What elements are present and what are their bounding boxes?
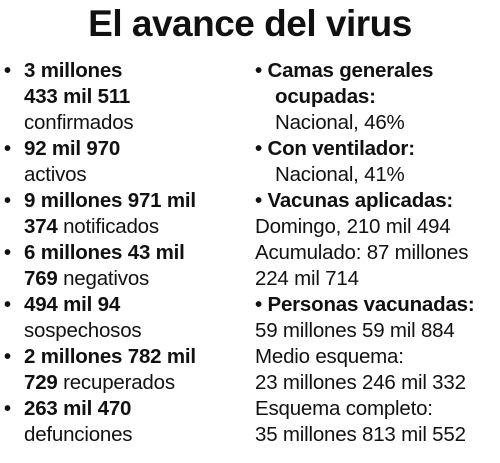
vaccines-heading-text: Vacunas aplicadas: [267, 189, 454, 212]
stat-value: 9 millones 971 mil [24, 189, 196, 212]
stat-value: 92 mil 970 [24, 137, 121, 160]
stat-suspected: • 494 mil 94 sospechosos [4, 292, 254, 344]
vaccines-total: Acumulado: 87 millones [255, 241, 469, 264]
stat-recovered: • 2 millones 782 mil 729 recuperados [4, 344, 254, 396]
bullet: • [4, 138, 12, 160]
stat-label: activos [24, 163, 87, 186]
bullet: • [255, 293, 262, 316]
beds-heading-text: Camas generales [267, 59, 434, 82]
vaccinated-total: 59 millones 59 mil 884 [255, 319, 455, 342]
stat-value-cont: 433 mil 511 [24, 85, 131, 108]
stat-deaths: • 263 mil 470 defunciones [4, 396, 254, 448]
ventilator-heading: • Con ventilador: [255, 136, 500, 162]
left-column: • 3 millones 433 mil 511 confirmados • 9… [4, 58, 254, 448]
beds-value: Nacional, 46% [275, 111, 405, 134]
ventilator-value: Nacional, 41% [275, 163, 405, 186]
full-scheme-value: 35 millones 813 mil 552 [255, 423, 466, 446]
stat-label: recuperados [63, 371, 175, 394]
stat-value: 3 millones [24, 59, 123, 82]
bullet: • [4, 294, 12, 316]
stat-label: notificados [63, 215, 159, 238]
bullet: • [4, 60, 12, 82]
full-scheme-label: Esquema completo: [255, 397, 433, 420]
headline: El avance del virus [88, 3, 412, 44]
bullet: • [255, 189, 262, 212]
ventilator-heading-text: Con ventilador: [267, 137, 415, 160]
vaccinated-heading: • Personas vacunadas: [255, 292, 500, 318]
stat-value-cont: 374 [24, 215, 58, 238]
bullet: • [255, 59, 262, 82]
vaccinated-heading-text: Personas vacunadas: [267, 293, 475, 316]
vaccines-total-cont: 224 mil 714 [255, 267, 359, 290]
stat-negative: • 6 millones 43 mil 769 negativos [4, 240, 254, 292]
bullet: • [4, 242, 12, 264]
stat-label: negativos [63, 267, 150, 290]
half-scheme-label: Medio esquema: [255, 345, 404, 368]
stat-label: defunciones [24, 423, 133, 446]
bullet: • [4, 190, 12, 212]
stat-label: confirmados [24, 111, 134, 134]
stat-active: • 92 mil 970 activos [4, 136, 254, 188]
stat-confirmed: • 3 millones 433 mil 511 confirmados [4, 58, 254, 136]
vaccines-heading: • Vacunas aplicadas: [255, 188, 500, 214]
stat-label: sospechosos [24, 319, 142, 342]
stat-value: 263 mil 470 [24, 397, 132, 420]
stat-value: 2 millones 782 mil [24, 345, 196, 368]
bullet: • [4, 346, 12, 368]
stat-value-cont: 769 [24, 267, 58, 290]
stat-notified: • 9 millones 971 mil 374 notificados [4, 188, 254, 240]
stat-value-cont: 729 [24, 371, 58, 394]
half-scheme-value: 23 millones 246 mil 332 [255, 371, 466, 394]
beds-heading-cont: ocupadas: [275, 85, 376, 108]
bullet: • [4, 398, 12, 420]
beds-heading: • Camas generales [255, 58, 500, 84]
bullet: • [255, 137, 262, 160]
stat-value: 6 millones 43 mil [24, 241, 185, 264]
stat-value: 494 mil 94 [24, 293, 121, 316]
vaccines-sunday: Domingo, 210 mil 494 [255, 215, 451, 238]
right-column: • Camas generales ocupadas: Nacional, 46… [255, 58, 500, 448]
